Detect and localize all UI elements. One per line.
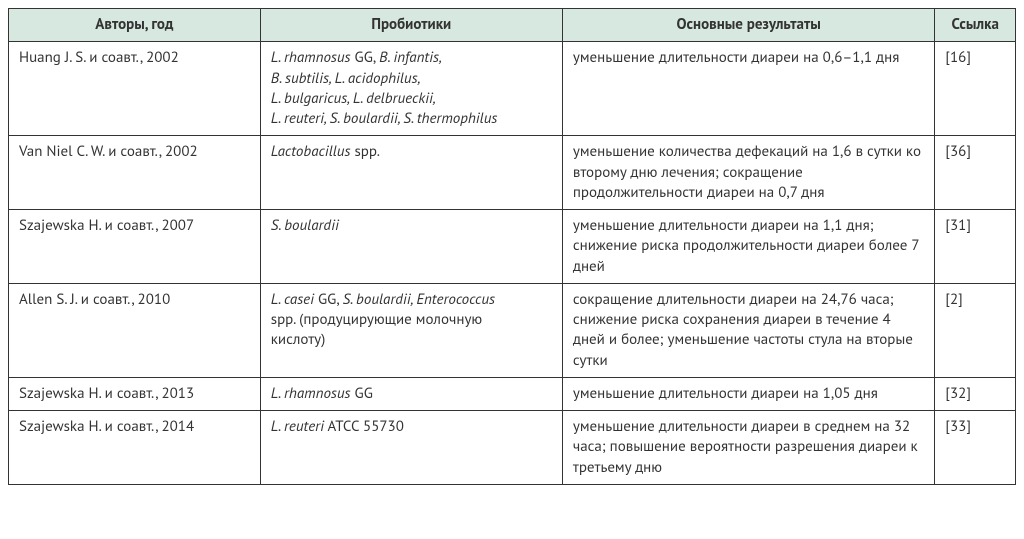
table-row: Huang J. S. и соавт., 2002L. rhamnosus G… [9,42,1016,136]
text-segment: spp. (продуцирующие молочную [271,310,482,329]
latin-name: B. subtilis, L. acidophilus, [271,69,421,88]
col-header-probiotics: Пробиотики [260,9,562,42]
results-cell: сокращение длительности диареи на 24,76 … [562,283,935,377]
probiotics-line: B. subtilis, L. acidophilus, [271,69,552,89]
probiotics-line: L. rhamnosus GG, B. infantis, [271,48,552,68]
table-row: Szajewska H. и соавт., 2007 S. boulardii у… [9,210,1016,284]
results-cell: уменьшение длительности диареи на 1,1 дн… [562,210,935,284]
ref-cell: [2] [935,283,1016,377]
latin-name: L. rhamnosus [271,48,351,67]
probiotics-line: L. casei GG, S. boulardii, Enterococcus [271,290,552,310]
latin-name: L. casei [271,290,314,309]
latin-name: L. rhamnosus [271,384,351,403]
text-segment: GG, [314,290,343,309]
authors-cell: Szajewska H. и соавт., 2014 [9,411,261,485]
authors-cell: Szajewska H. и соавт., 2007 [9,210,261,284]
probiotics-cell: L. reuteri ATCC 55730 [260,411,562,485]
text-segment: spp. [350,142,380,161]
latin-name: L. reuteri, S. boulardii, S. thermophilu… [271,109,498,128]
col-header-ref: Ссылка [935,9,1016,42]
probiotics-line: L. reuteri ATCC 55730 [271,417,552,437]
probiotics-line: S. boulardii [271,216,552,236]
col-header-results: Основные результаты [562,9,935,42]
probiotics-line: L. reuteri, S. boulardii, S. thermophilu… [271,109,552,129]
table-row: Van Niel C. W. и соавт., 2002 Lactobacill… [9,136,1016,210]
probiotics-line: Lactobacillus spp. [271,142,552,162]
probiotics-cell: S. boulardii [260,210,562,284]
text-segment: кислоту) [271,330,326,349]
ref-cell: [31] [935,210,1016,284]
probiotics-table: Авторы, год Пробиотики Основные результа… [8,8,1016,485]
ref-cell: [36] [935,136,1016,210]
authors-cell: Allen S. J. и соавт., 2010 [9,283,261,377]
table-header: Авторы, год Пробиотики Основные результа… [9,9,1016,42]
latin-name: B. infantis, [379,48,442,67]
probiotics-line: L. rhamnosus GG [271,384,552,404]
results-cell: уменьшение количества дефекаций на 1,6 в… [562,136,935,210]
probiotics-cell: L. rhamnosus GG [260,377,562,410]
ref-cell: [32] [935,377,1016,410]
probiotics-line: кислоту) [271,330,552,350]
results-cell: уменьшение длительности диареи на 0,6–1,… [562,42,935,136]
latin-name: Lactobacillus [271,142,351,161]
text-segment: ATCC 55730 [324,417,404,436]
ref-cell: [16] [935,42,1016,136]
col-header-authors: Авторы, год [9,9,261,42]
latin-name: L. bulgaricus, L. delbrueckii, [271,89,436,108]
authors-cell: Van Niel C. W. и соавт., 2002 [9,136,261,210]
results-cell: уменьшение длительности диареи в среднем… [562,411,935,485]
table-body: Huang J. S. и соавт., 2002L. rhamnosus G… [9,42,1016,485]
latin-name: S. boulardii, Enterococcus [343,290,495,309]
table-row: Szajewska H. и соавт., 2013 L. rhamnosus … [9,377,1016,410]
probiotics-cell: Lactobacillus spp. [260,136,562,210]
probiotics-line: spp. (продуцирующие молочную [271,310,552,330]
latin-name: L. reuteri [271,417,324,436]
results-cell: уменьшение длительности диареи на 1,05 д… [562,377,935,410]
probiotics-line: L. bulgaricus, L. delbrueckii, [271,89,552,109]
text-segment: GG, [351,48,380,67]
table-row: Szajewska H. и соавт., 2014 L. reuteri AT… [9,411,1016,485]
authors-cell: Huang J. S. и соавт., 2002 [9,42,261,136]
ref-cell: [33] [935,411,1016,485]
table-row: Allen S. J. и соавт., 2010L. casei GG, S… [9,283,1016,377]
latin-name: S. boulardii [271,216,339,235]
probiotics-cell: L. casei GG, S. boulardii, Enterococcuss… [260,283,562,377]
text-segment: GG [351,384,373,403]
probiotics-cell: L. rhamnosus GG, B. infantis,B. subtilis… [260,42,562,136]
authors-cell: Szajewska H. и соавт., 2013 [9,377,261,410]
